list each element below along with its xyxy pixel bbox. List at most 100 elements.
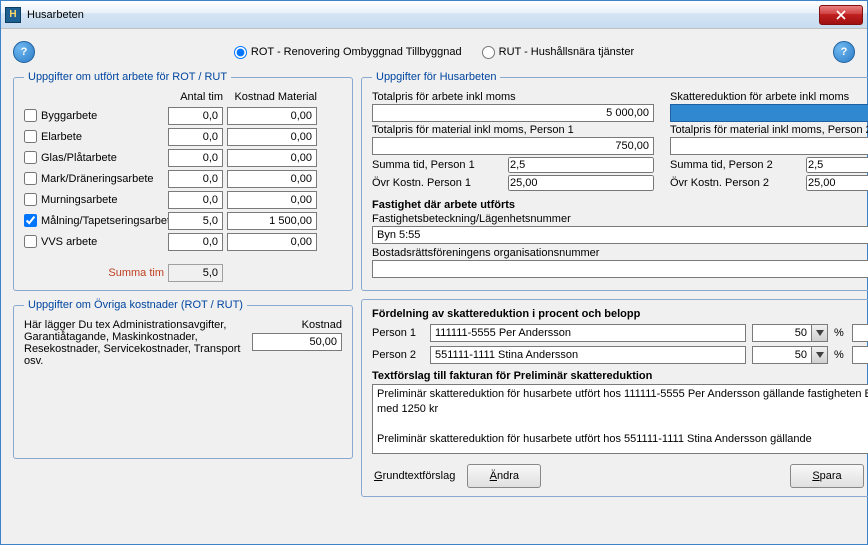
person1-pct-combo[interactable] [752, 324, 828, 342]
work-row: Målning/Tapetseringsarbete [24, 210, 342, 231]
fieldset-ovriga: Uppgifter om Övriga kostnader (ROT / RUT… [13, 299, 353, 459]
ovriga-kostnad-input[interactable] [252, 333, 342, 351]
work-kost-input[interactable] [227, 191, 317, 209]
work-checkbox[interactable] [24, 214, 37, 227]
work-kost-input[interactable] [227, 233, 317, 251]
work-checkbox[interactable] [24, 172, 37, 185]
close-button[interactable] [819, 5, 863, 25]
person2-name-input[interactable] [430, 346, 746, 364]
radio-rut-label: RUT - Hushållsnära tjänster [499, 46, 635, 58]
col-antal-tim: Antal tim [168, 91, 223, 103]
work-tim-input[interactable] [168, 149, 223, 167]
help-icon-right[interactable]: ? [833, 41, 855, 63]
work-checkbox-label[interactable]: Byggarbete [24, 109, 164, 122]
work-checkbox-label[interactable]: Glas/Plåtarbete [24, 151, 164, 164]
window: H Husarbeten ? ROT - Renovering Ombyggna… [0, 0, 868, 545]
textforslag-heading: Textförslag till fakturan för Preliminär… [372, 370, 868, 382]
work-checkbox-label[interactable]: Murningsarbete [24, 193, 164, 206]
ovr1-label: Övr Kostn. Person 1 [372, 177, 502, 189]
person1-label: Person 1 [372, 327, 424, 339]
totalpris-mat1-label: Totalpris för material inkl moms, Person… [372, 124, 654, 136]
work-tim-input[interactable] [168, 170, 223, 188]
fieldset-husarbeten: Uppgifter för Husarbeten Totalpris för a… [361, 71, 868, 291]
person2-pct-input[interactable] [752, 346, 812, 364]
textforslag-textarea[interactable]: Preliminär skattereduktion för husarbete… [372, 384, 868, 454]
radio-rot-input[interactable] [234, 46, 247, 59]
ovr1-input[interactable] [508, 175, 654, 191]
radio-rot[interactable]: ROT - Renovering Ombyggnad Tillbyggnad [234, 46, 462, 59]
totalpris-arbete-input[interactable] [372, 104, 654, 122]
work-row: Mark/Dräneringsarbete [24, 168, 342, 189]
person1-name-input[interactable] [430, 324, 746, 342]
pct-sign-1: % [834, 327, 846, 339]
work-checkbox-label[interactable]: Elarbete [24, 130, 164, 143]
work-checkbox-label[interactable]: Målning/Tapetseringsarbete [24, 214, 164, 227]
type-radio-group: ROT - Renovering Ombyggnad Tillbyggnad R… [234, 46, 634, 59]
person1-amount-input[interactable] [852, 324, 868, 342]
work-checkbox[interactable] [24, 151, 37, 164]
fastighetsbet-label: Fastighetsbeteckning/Lägenhetsnummer [372, 213, 868, 225]
work-checkbox[interactable] [24, 130, 37, 143]
help-icon[interactable]: ? [13, 41, 35, 63]
skattereduktion-label: Skattereduktion för arbete inkl moms [670, 91, 868, 103]
work-label: VVS arbete [41, 236, 97, 248]
person2-amount-input[interactable] [852, 346, 868, 364]
summa-tid2-input[interactable] [806, 157, 868, 173]
work-label: Målning/Tapetseringsarbete [41, 215, 176, 227]
skattereduktion-input[interactable] [670, 104, 868, 122]
app-icon: H [5, 7, 21, 23]
legend-husarbeten: Uppgifter för Husarbeten [372, 71, 500, 83]
work-checkbox-label[interactable]: Mark/Dräneringsarbete [24, 172, 164, 185]
ovr2-input[interactable] [806, 175, 868, 191]
work-tim-input[interactable] [168, 212, 223, 230]
work-label: Glas/Plåtarbete [41, 152, 117, 164]
fordelning-heading: Fördelning av skattereduktion i procent … [372, 308, 868, 320]
summa-tid1-label: Summa tid, Person 1 [372, 159, 502, 171]
work-kost-input[interactable] [227, 107, 317, 125]
grundtextforslag-link[interactable]: Grundtextförslag [374, 470, 455, 482]
fieldset-fordelning: Fördelning av skattereduktion i procent … [361, 299, 868, 497]
work-checkbox[interactable] [24, 235, 37, 248]
textforslag-content: Preliminär skattereduktion för husarbete… [373, 385, 868, 448]
work-kost-input[interactable] [227, 149, 317, 167]
work-label: Murningsarbete [41, 194, 117, 206]
bostads-label: Bostadsrättsföreningens organisationsnum… [372, 247, 868, 259]
summa-tid1-input[interactable] [508, 157, 654, 173]
summa-tid2-label: Summa tid, Person 2 [670, 159, 800, 171]
work-row: Elarbete [24, 126, 342, 147]
legend-ovriga: Uppgifter om Övriga kostnader (ROT / RUT… [24, 299, 247, 311]
fastighet-heading: Fastighet där arbete utförts [372, 199, 515, 211]
radio-rut-input[interactable] [482, 46, 495, 59]
radio-rut[interactable]: RUT - Hushållsnära tjänster [482, 46, 635, 59]
work-kost-input[interactable] [227, 212, 317, 230]
person2-pct-combo[interactable] [752, 346, 828, 364]
totalpris-mat1-input[interactable] [372, 137, 654, 155]
fieldset-rotrut-work: Uppgifter om utfört arbete för ROT / RUT… [13, 71, 353, 291]
work-label: Elarbete [41, 131, 82, 143]
spara-button[interactable]: Spara [790, 464, 864, 488]
person2-pct-dropdown[interactable] [812, 346, 828, 364]
andra-button[interactable]: Ändra [467, 464, 541, 488]
person1-pct-dropdown[interactable] [812, 324, 828, 342]
bostads-input[interactable] [372, 260, 868, 278]
work-checkbox[interactable] [24, 193, 37, 206]
person1-pct-input[interactable] [752, 324, 812, 342]
work-tim-input[interactable] [168, 128, 223, 146]
work-row: VVS arbete [24, 231, 342, 252]
titlebar: H Husarbeten [1, 1, 867, 29]
ovr2-label: Övr Kostn. Person 2 [670, 177, 800, 189]
legend-rotrut: Uppgifter om utfört arbete för ROT / RUT [24, 71, 231, 83]
work-checkbox[interactable] [24, 109, 37, 122]
work-label: Mark/Dräneringsarbete [41, 173, 154, 185]
work-tim-input[interactable] [168, 107, 223, 125]
work-tim-input[interactable] [168, 233, 223, 251]
fastighetsbet-input[interactable] [372, 226, 868, 244]
radio-rot-label: ROT - Renovering Ombyggnad Tillbyggnad [251, 46, 462, 58]
work-kost-input[interactable] [227, 170, 317, 188]
work-tim-input[interactable] [168, 191, 223, 209]
summa-tim-label: Summa tim [24, 267, 164, 279]
col-kostnad-material: Kostnad Material [227, 91, 317, 103]
work-checkbox-label[interactable]: VVS arbete [24, 235, 164, 248]
work-kost-input[interactable] [227, 128, 317, 146]
totalpris-mat2-input[interactable] [670, 137, 868, 155]
